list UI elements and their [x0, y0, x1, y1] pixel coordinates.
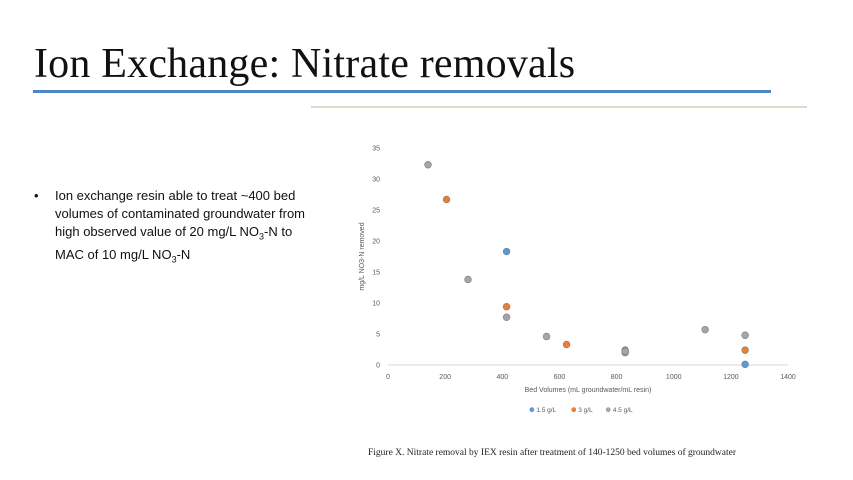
bullet-subscript-1: 3: [259, 231, 265, 242]
y-tick-label: 15: [372, 270, 380, 277]
data-point: [424, 161, 432, 169]
data-point: [741, 346, 749, 354]
data-points: [424, 161, 749, 369]
figure-caption: Figure X. Nitrate removal by IEX resin a…: [368, 448, 737, 458]
bullet-text-part1: Ion exchange resin able to treat ~400 be…: [55, 188, 306, 239]
bullet-text-part2: -N to MAC of 10 mg/L NO: [55, 224, 293, 262]
legend-marker-icon: [529, 407, 535, 413]
data-point: [502, 303, 511, 311]
x-tick-label: 400: [496, 374, 508, 381]
bullet-subscript-2: 3: [171, 254, 177, 265]
legend-label: 4.5 g/L: [613, 407, 633, 414]
legend-marker-icon: [571, 407, 577, 413]
data-point: [562, 340, 571, 349]
x-axis-ticks: 0 200 400 600 800 1000 1200 1400: [386, 374, 796, 381]
x-tick-label: 1400: [780, 374, 796, 381]
data-point: [464, 275, 472, 284]
data-point: [741, 331, 749, 339]
nitrate-removal-scatter-chart: 0 5 10 15 20 25 30 35 0 200 400 600 800 1000 1200 1400…: [359, 146, 796, 415]
title-underline: [33, 90, 771, 93]
x-tick-label: 1200: [723, 374, 739, 381]
bullet-list: • Ion exchange resin able to treat ~400 b…: [34, 187, 309, 268]
data-point: [502, 247, 511, 256]
accent-divider: [311, 106, 807, 108]
x-tick-label: 200: [439, 374, 451, 381]
x-axis-label: Bed Volumes (mL groundwater/mL resin): [525, 387, 652, 394]
y-tick-label: 30: [372, 177, 380, 184]
slide-title: Ion Exchange: Nitrate removals: [34, 41, 576, 87]
legend-label: 1.5 g/L: [536, 407, 556, 414]
legend-label: 3 g/L: [578, 407, 593, 414]
x-tick-label: 600: [554, 374, 566, 381]
x-tick-label: 0: [386, 374, 390, 381]
x-tick-label: 800: [611, 374, 623, 381]
y-tick-label: 35: [372, 146, 380, 153]
y-axis-label: mg/L NO3-N removed: [359, 222, 366, 290]
y-tick-label: 5: [376, 332, 380, 339]
data-point: [502, 313, 511, 321]
x-tick-label: 1000: [666, 374, 682, 381]
bullet-item: • Ion exchange resin able to treat ~400 b…: [34, 187, 309, 268]
data-point: [741, 360, 749, 369]
y-tick-label: 20: [372, 239, 380, 246]
chart-legend: 1.5 g/L 3 g/L 4.5 g/L: [529, 407, 633, 414]
bullet-dot-icon: •: [34, 188, 39, 203]
data-point: [621, 347, 629, 356]
legend-marker-icon: [605, 407, 611, 413]
y-tick-label: 25: [372, 208, 380, 215]
data-point: [701, 325, 709, 334]
y-tick-label: 10: [372, 301, 380, 308]
bullet-text-part3: -N: [176, 246, 191, 262]
y-axis-ticks: 0 5 10 15 20 25 30 35: [372, 146, 380, 370]
data-point: [542, 332, 551, 341]
y-tick-label: 0: [376, 363, 380, 370]
data-point: [442, 195, 451, 204]
